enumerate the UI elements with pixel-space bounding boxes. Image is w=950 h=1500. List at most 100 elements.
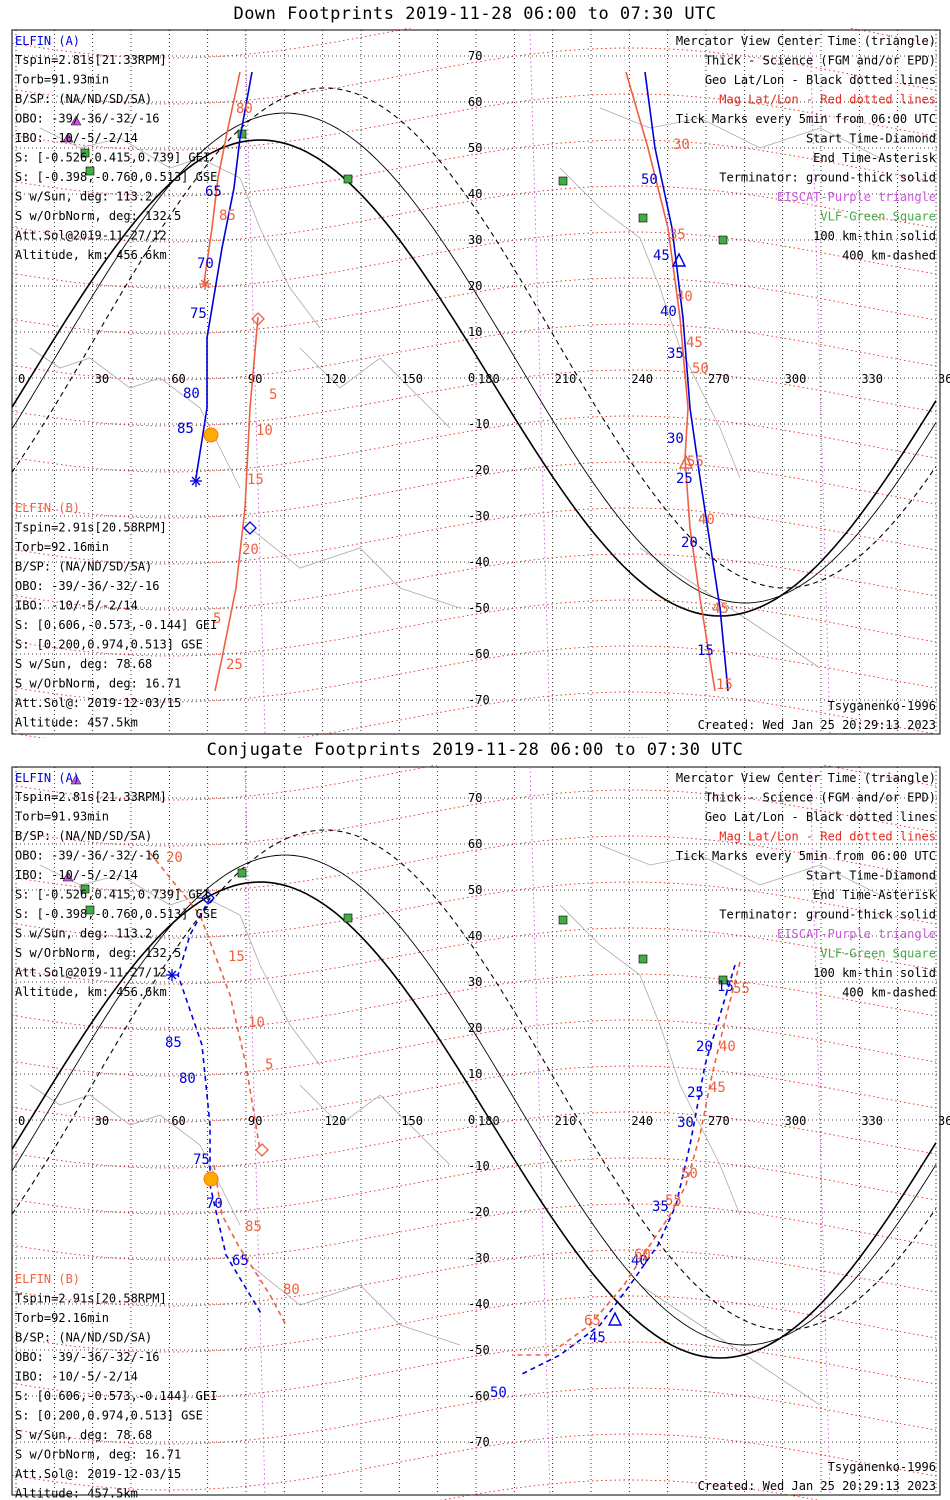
lat-label: 60 xyxy=(468,95,482,109)
eiscat-triangle xyxy=(62,132,74,143)
elfin-a-info-line: IBO: -10/-5/-2/14 xyxy=(15,131,138,145)
coastline xyxy=(249,1264,461,1346)
vlf-square xyxy=(558,915,568,925)
lon-label: 150 xyxy=(401,1114,423,1128)
elfin-b-info-line: S w/Sun, deg: 78.68 xyxy=(15,1428,152,1442)
vlf-square xyxy=(80,148,90,158)
elfin-b-start-diamond xyxy=(251,312,265,326)
lon-label: 90 xyxy=(248,1114,262,1128)
elfin-a-tick-label: 70 xyxy=(197,256,214,272)
coastline xyxy=(559,167,741,479)
elfin-a-center-triangle xyxy=(607,1311,623,1326)
terminator-100km xyxy=(11,112,937,604)
elfin-a-tick-label: 45 xyxy=(653,248,670,264)
elfin-a-info-line: OBO: -39/-36/-32/-16 xyxy=(15,849,160,863)
lat-label: -30 xyxy=(468,1251,490,1265)
legend-entry: VLF-Green Square xyxy=(820,210,936,224)
elfin-b-track-west xyxy=(149,852,261,1151)
elfin-b-tick-label: 40 xyxy=(698,512,715,528)
elfin-b-tick-label: 80 xyxy=(236,101,253,117)
created-timestamp: Created: Wed Jan 25 20:29:13 2023 xyxy=(698,718,936,732)
elfin-b-tick-label: 15 xyxy=(247,472,264,488)
lon-label: 120 xyxy=(325,372,347,386)
lat-label: 10 xyxy=(468,1067,482,1081)
elfin-b-tick-label: 5 xyxy=(213,611,221,627)
legend-entry: Mercator View Center Time (triangle) xyxy=(676,34,936,48)
elfin-b-tick-label: 20 xyxy=(242,542,259,558)
elfin-a-tick-label: 35 xyxy=(667,346,684,362)
panel-1-map: 0306090120150180210240270300330360706050… xyxy=(11,28,950,738)
elfin-b-info-line: S w/Sun, deg: 78.68 xyxy=(15,657,152,671)
mag-lon-line xyxy=(529,29,551,735)
lon-label: 60 xyxy=(171,372,185,386)
legend-entry: 100 km-thin solid xyxy=(813,229,936,243)
elfin-b-track-west-2 xyxy=(213,1164,287,1326)
elfin-a-info-line: S w/Sun, deg: 113.2 xyxy=(15,927,152,941)
elfin-b-tick-label: 40 xyxy=(719,1039,736,1055)
elfin-a-info-line: B/SP: (NA/ND/SD/SA) xyxy=(15,92,152,106)
mag-lon-line xyxy=(529,766,551,1496)
legend-entry: Thick - Science (FGM and/or EPD) xyxy=(705,54,936,68)
lat-label: -70 xyxy=(468,1435,490,1449)
lon-label: 270 xyxy=(708,372,730,386)
coastline xyxy=(559,904,741,1216)
coastline xyxy=(639,1284,821,1406)
lat-label: -10 xyxy=(468,1159,490,1173)
elfin-b-tick-label: 55 xyxy=(665,1193,682,1209)
vlf-square xyxy=(638,954,648,964)
elfin-b-info-line: Att.Sol@: 2019-12-03/15 xyxy=(15,696,181,710)
elfin-b-info-line: Altitude: 457.5km xyxy=(15,716,138,730)
model-label: Tsyganenko-1996 xyxy=(828,699,936,713)
created-timestamp: Created: Wed Jan 25 20:29:13 2023 xyxy=(698,1479,936,1493)
elfin-b-tick-label: 50 xyxy=(681,1166,698,1182)
elfin-a-info-line: S: [-0.398,-0.760,0.513] GSE xyxy=(15,170,217,184)
panel-2-map: 0306090120150180210240270300330360706050… xyxy=(11,765,950,1500)
vlf-square xyxy=(343,913,353,923)
legend-entry: End Time-Asterisk xyxy=(813,151,937,165)
vlf-square xyxy=(237,868,247,878)
lon-label: 240 xyxy=(631,372,653,386)
elfin-b-label: ELFIN (B) xyxy=(15,501,80,515)
elfin-a-tick-label: 30 xyxy=(677,1115,694,1131)
lat-label: 0 xyxy=(468,371,475,385)
elfin-a-tick-label: 70 xyxy=(206,1196,223,1212)
lat-label: -50 xyxy=(468,601,490,615)
asterisk-stroke xyxy=(200,279,210,289)
legend-entry: Geo Lat/Lon - Black dotted lines xyxy=(705,810,936,824)
elfin-b-tick-label: 10 xyxy=(256,423,273,439)
legend-entry: End Time-Asterisk xyxy=(813,888,937,902)
elfin-a-info-line: Tspin=2.81s[21.33RPM] xyxy=(15,790,167,804)
elfin-b-tick-label: 60 xyxy=(634,1247,651,1263)
lon-label: 240 xyxy=(631,1114,653,1128)
legend-entry: 100 km-thin solid xyxy=(813,966,936,980)
lat-label: 70 xyxy=(468,49,482,63)
elfin-a-tick-label: 25 xyxy=(676,471,693,487)
panel-2-title: Conjugate Footprints 2019-11-28 06:00 to… xyxy=(206,740,744,760)
lat-label: 30 xyxy=(468,233,482,247)
elfin-a-track-west xyxy=(195,71,253,479)
elfin-a-tick-label: 80 xyxy=(183,386,200,402)
elfin-a-tick-label: 85 xyxy=(177,421,194,437)
elfin-b-center-triangle xyxy=(678,454,694,469)
elfin-b-tick-label: 5 xyxy=(265,1057,273,1073)
elfin-a-info-line: Altitude, km: 456.6km xyxy=(15,248,167,262)
vlf-square xyxy=(718,975,728,985)
lon-label: 360 xyxy=(938,1114,950,1128)
elfin-a-tick-label: 50 xyxy=(490,1385,507,1401)
legend-entry: Mercator View Center Time (triangle) xyxy=(676,771,936,785)
elfin-b-end-asterisk xyxy=(199,278,211,290)
elfin-b-tick-label: 5 xyxy=(269,387,277,403)
lon-label: 180 xyxy=(478,372,500,386)
lon-label: 330 xyxy=(861,372,883,386)
elfin-b-track-west xyxy=(203,71,241,284)
coastline xyxy=(299,1084,451,1166)
elfin-a-label: ELFIN (A) xyxy=(15,771,80,785)
coastline xyxy=(249,527,461,609)
elfin-b-info-line: OBO: -39/-36/-32/-16 xyxy=(15,579,160,593)
elfin-b-tick-label: 10 xyxy=(248,1015,265,1031)
elfin-b-info-line: S w/OrbNorm, deg: 16.71 xyxy=(15,677,181,691)
coastline xyxy=(29,347,241,489)
elfin-b-info-line: B/SP: (NA/ND/SD/SA) xyxy=(15,560,152,574)
lon-label: 120 xyxy=(325,1114,347,1128)
vlf-square xyxy=(558,176,568,186)
